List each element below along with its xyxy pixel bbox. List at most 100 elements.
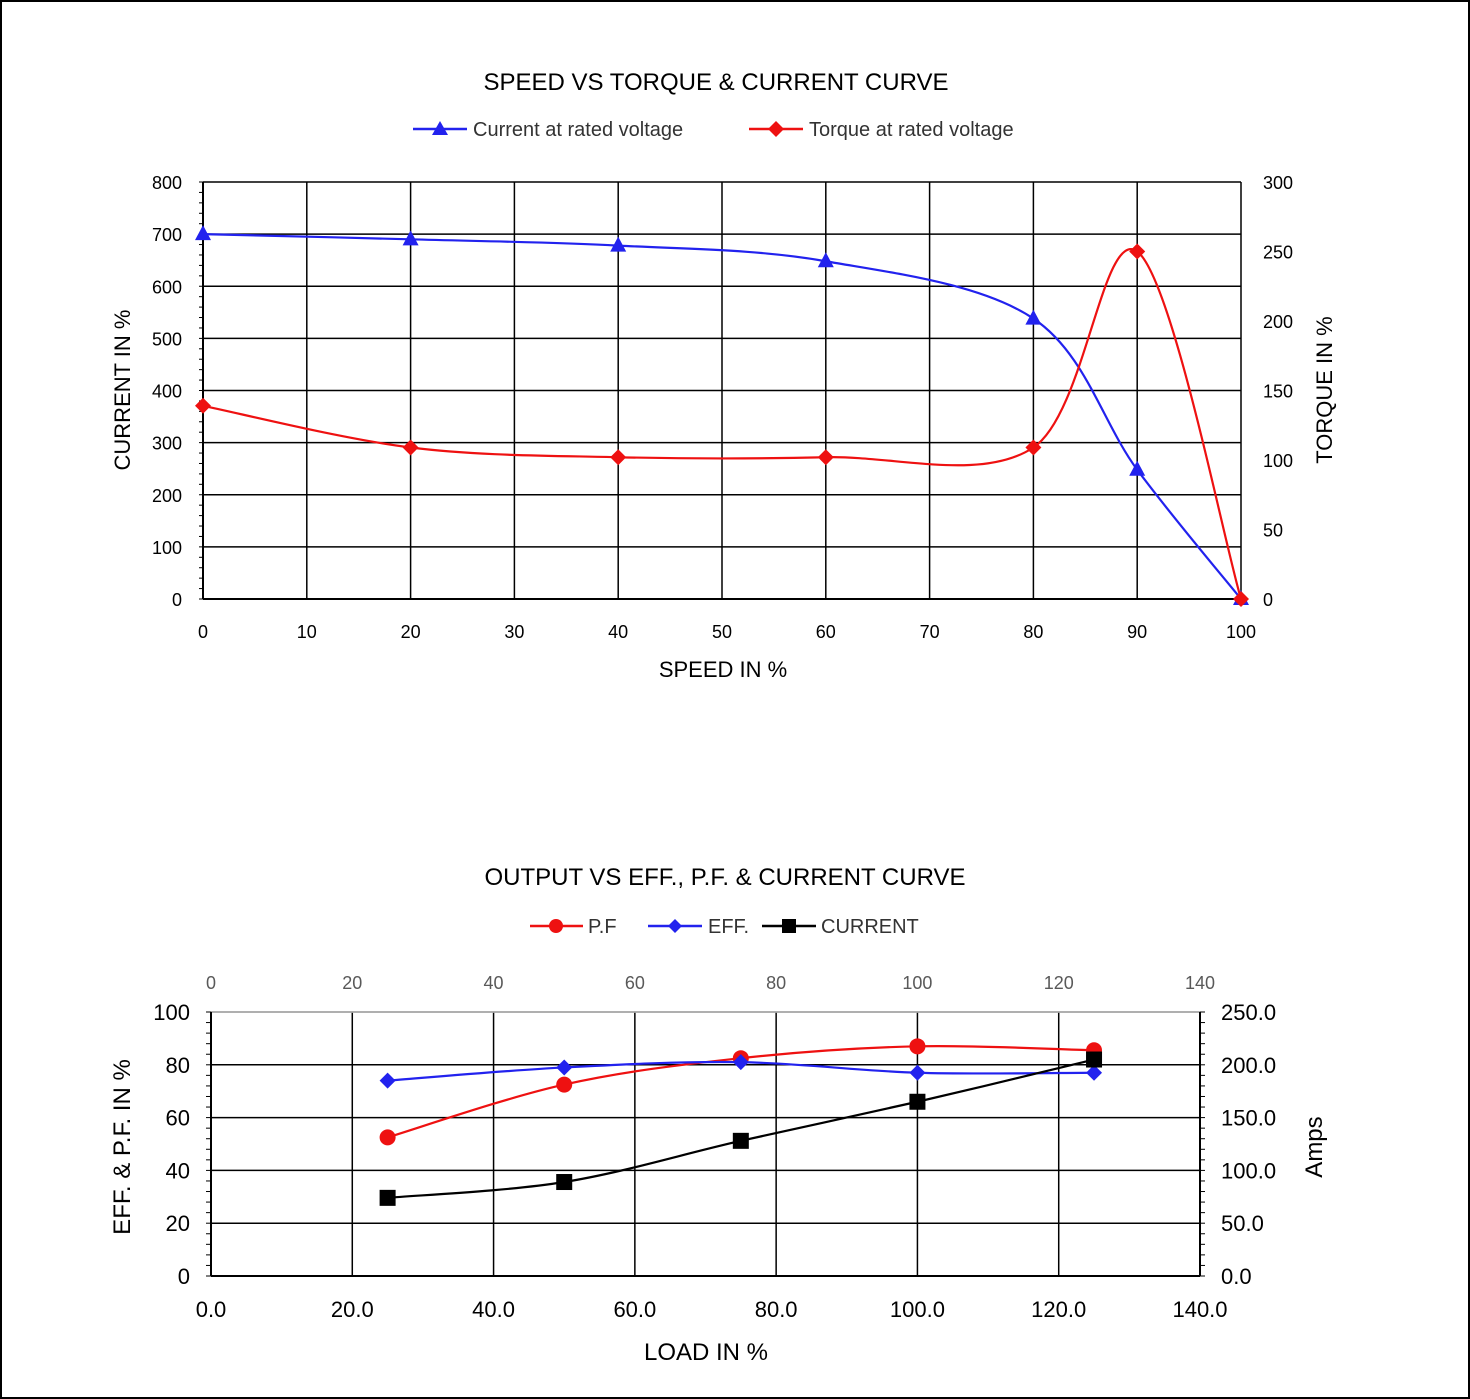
chart2-point-current (909, 1093, 926, 1110)
chart1-point-torque (1025, 439, 1042, 456)
chart2-point-current (379, 1189, 396, 1206)
chart2-x2-tick-label: 120 (1044, 973, 1074, 993)
chart2-y-tick-label: 60 (166, 1106, 190, 1131)
legend-label-eff: EFF. (708, 916, 749, 938)
chart2-gridlines (206, 1011, 1205, 1277)
chart1-point-torque (195, 397, 211, 414)
chart1-y-tick-label: 200 (152, 486, 182, 506)
chart1-x-tick-label: 90 (1127, 622, 1147, 642)
chart1-y2-tick-label: 100 (1263, 451, 1293, 471)
chart1-y-tick-label: 700 (152, 225, 182, 245)
chart2-point-current (1086, 1051, 1103, 1068)
chart2-x2-tick-label: 0 (206, 973, 216, 993)
chart1-y2-tick-label: 50 (1263, 521, 1283, 541)
chart1-point-torque (1233, 591, 1249, 607)
chart1-y-tick-label: 100 (152, 538, 182, 558)
chart2-x-tick-label: 40.0 (472, 1297, 515, 1322)
chart1-x-tick-label: 70 (920, 622, 940, 642)
chart2-point-pf (909, 1038, 926, 1055)
chart2-point-eff (732, 1054, 749, 1071)
chart1-point-torque (1129, 243, 1146, 260)
chart2-x2-tick-label: 100 (902, 973, 932, 993)
chart2-x2-tick-label: 40 (484, 973, 504, 993)
chart1-point-current (402, 230, 419, 246)
chart2-x-tick-label: 120.0 (1031, 1297, 1086, 1322)
chart1-x-tick-label: 20 (401, 622, 421, 642)
chart2-y2-tick-label: 200.0 (1221, 1053, 1276, 1078)
legend-label-pf: P.F (588, 916, 617, 938)
legend-label-current2: CURRENT (821, 916, 919, 938)
chart2-y-tick-label: 80 (166, 1053, 190, 1078)
chart1-point-current (195, 225, 211, 241)
legend-marker-diamond-icon (768, 121, 784, 137)
chart1-y-tick-label: 0 (172, 590, 182, 610)
chart2-x2-tick-label: 80 (766, 973, 786, 993)
chart2-series (379, 1038, 1103, 1206)
chart1-point-current (610, 236, 627, 252)
chart2-point-eff (909, 1064, 926, 1081)
chart1-ticks: 0 10 20 30 40 50 60 70 80 90 100010020030040050060… (152, 173, 1293, 642)
chart2-point-current (732, 1132, 749, 1149)
chart2-x2-tick-label: 140 (1185, 973, 1215, 993)
chart2-x-tick-label: 100.0 (890, 1297, 945, 1322)
chart2-x-tick-label: 60.0 (613, 1297, 656, 1322)
chart2-x-tick-label: 0.0 (196, 1297, 227, 1322)
chart2-y-tick-label: 100 (153, 1000, 190, 1025)
chart1-y2-tick-label: 250 (1263, 243, 1293, 263)
chart2-point-eff (1086, 1064, 1103, 1081)
chart2-x-tick-label: 80.0 (755, 1297, 798, 1322)
chart1-point-current (817, 252, 834, 268)
chart1-gridlines (199, 181, 1242, 600)
legend-marker-diamond-icon (668, 919, 682, 933)
chart1-y-tick-label: 800 (152, 173, 182, 193)
legend-marker-triangle-icon (432, 121, 448, 135)
chart1-x-tick-label: 0 (198, 622, 208, 642)
chart2-legend: P.F EFF. CURRENT (530, 916, 919, 938)
chart1-x-tick-label: 30 (504, 622, 524, 642)
chart2-x-tick-label: 140.0 (1172, 1297, 1227, 1322)
chart2-x-tick-label: 20.0 (331, 1297, 374, 1322)
chart2-y-tick-label: 40 (166, 1158, 190, 1183)
legend-marker-square-icon (782, 919, 796, 933)
chart1-y-tick-label: 600 (152, 277, 182, 297)
chart1-point-torque (610, 449, 627, 466)
chart2-y2-tick-label: 0.0 (1221, 1264, 1252, 1289)
chart1-point-torque (402, 439, 419, 456)
chart1-y2-tick-label: 300 (1263, 173, 1293, 193)
chart1-y2-axis-label: TORQUE IN % (1312, 316, 1337, 464)
chart2-y2-tick-label: 50.0 (1221, 1211, 1264, 1236)
chart2-point-pf (556, 1076, 573, 1093)
legend-label-current: Current at rated voltage (473, 119, 683, 141)
chart1-y2-tick-label: 200 (1263, 312, 1293, 332)
chart1-point-current (1025, 309, 1042, 325)
chart1-x-tick-label: 80 (1023, 622, 1043, 642)
chart1-y-tick-label: 300 (152, 434, 182, 454)
chart2-point-eff (556, 1059, 573, 1076)
chart2-point-pf (379, 1129, 396, 1146)
chart2-y-tick-label: 0 (178, 1264, 190, 1289)
chart2-y-tick-label: 20 (166, 1211, 190, 1236)
chart1-x-axis-label: SPEED IN % (659, 657, 787, 682)
legend-marker-circle-icon (549, 919, 563, 933)
chart1-point-current (1129, 460, 1146, 476)
chart2-ticks: 0.0 20.0 40.0 60.0 80.0 100.0 120.0 140.0 0 20 40 6… (153, 973, 1276, 1322)
chart1-legend: Current at rated voltage Torque at rated… (413, 119, 1014, 141)
chart2-y2-tick-label: 250.0 (1221, 1000, 1276, 1025)
chart1-x-tick-label: 40 (608, 622, 628, 642)
chart1-y-axis-label: CURRENT IN % (110, 310, 135, 471)
chart2-point-eff (379, 1072, 396, 1089)
chart2-title: OUTPUT VS EFF., P.F. & CURRENT CURVE (485, 864, 966, 891)
chart1-title: SPEED VS TORQUE & CURRENT CURVE (484, 69, 949, 96)
chart2-y2-axis-label: Amps (1301, 1116, 1328, 1177)
chart2-y2-tick-label: 150.0 (1221, 1106, 1276, 1131)
chart1-x-tick-label: 60 (816, 622, 836, 642)
chart1-y-tick-label: 500 (152, 329, 182, 349)
chart2-point-current (556, 1174, 573, 1191)
chart2-y2-tick-label: 100.0 (1221, 1158, 1276, 1183)
chart1-point-torque (817, 449, 834, 466)
chart1-x-tick-label: 50 (712, 622, 732, 642)
chart1-x-tick-label: 100 (1226, 622, 1256, 642)
chart2-y-axis-label: EFF. & P.F. IN % (109, 1059, 136, 1235)
